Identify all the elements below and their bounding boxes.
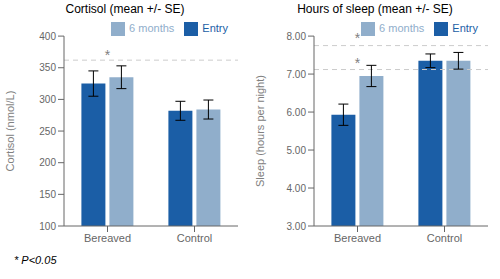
svg-text:Control: Control [177,232,212,244]
html-text:Hours of sleep (mean +/- SE): Hours of sleep (mean +/- SE) [297,2,453,16]
svg-text:*: * [355,55,361,71]
html-text:Entry: Entry [452,22,478,34]
svg-text:Bereaved: Bereaved [334,232,381,244]
html-text:Cortisol (mean +/- SE): Cortisol (mean +/- SE) [65,2,185,16]
svg-text:300: 300 [39,94,56,105]
svg-text:Cortisol (nmol/L): Cortisol (nmol/L) [8,91,16,172]
svg-text:200: 200 [39,157,56,168]
svg-text:6.00: 6.00 [287,107,307,118]
svg-text:7.00: 7.00 [287,69,307,80]
html-text:6 months: 6 months [129,22,175,34]
svg-text:5.00: 5.00 [287,145,307,156]
html-text:* P<0.05: * P<0.05 [14,254,57,266]
svg-text:150: 150 [39,189,56,200]
svg-text:Control: Control [427,232,462,244]
svg-text:4.00: 4.00 [287,183,307,194]
svg-text:350: 350 [39,62,56,73]
html-text:Entry: Entry [202,22,228,34]
html-text:6 months: 6 months [379,22,425,34]
svg-text:*: * [355,30,361,46]
svg-text:3.00: 3.00 [287,221,307,232]
svg-text:*: * [105,47,111,63]
svg-text:400: 400 [39,31,56,42]
svg-text:100: 100 [39,221,56,232]
svg-text:250: 250 [39,126,56,137]
svg-text:Sleep (hours per night): Sleep (hours per night) [254,75,266,187]
svg-text:Bereaved: Bereaved [84,232,131,244]
svg-text:8.00: 8.00 [287,31,307,42]
